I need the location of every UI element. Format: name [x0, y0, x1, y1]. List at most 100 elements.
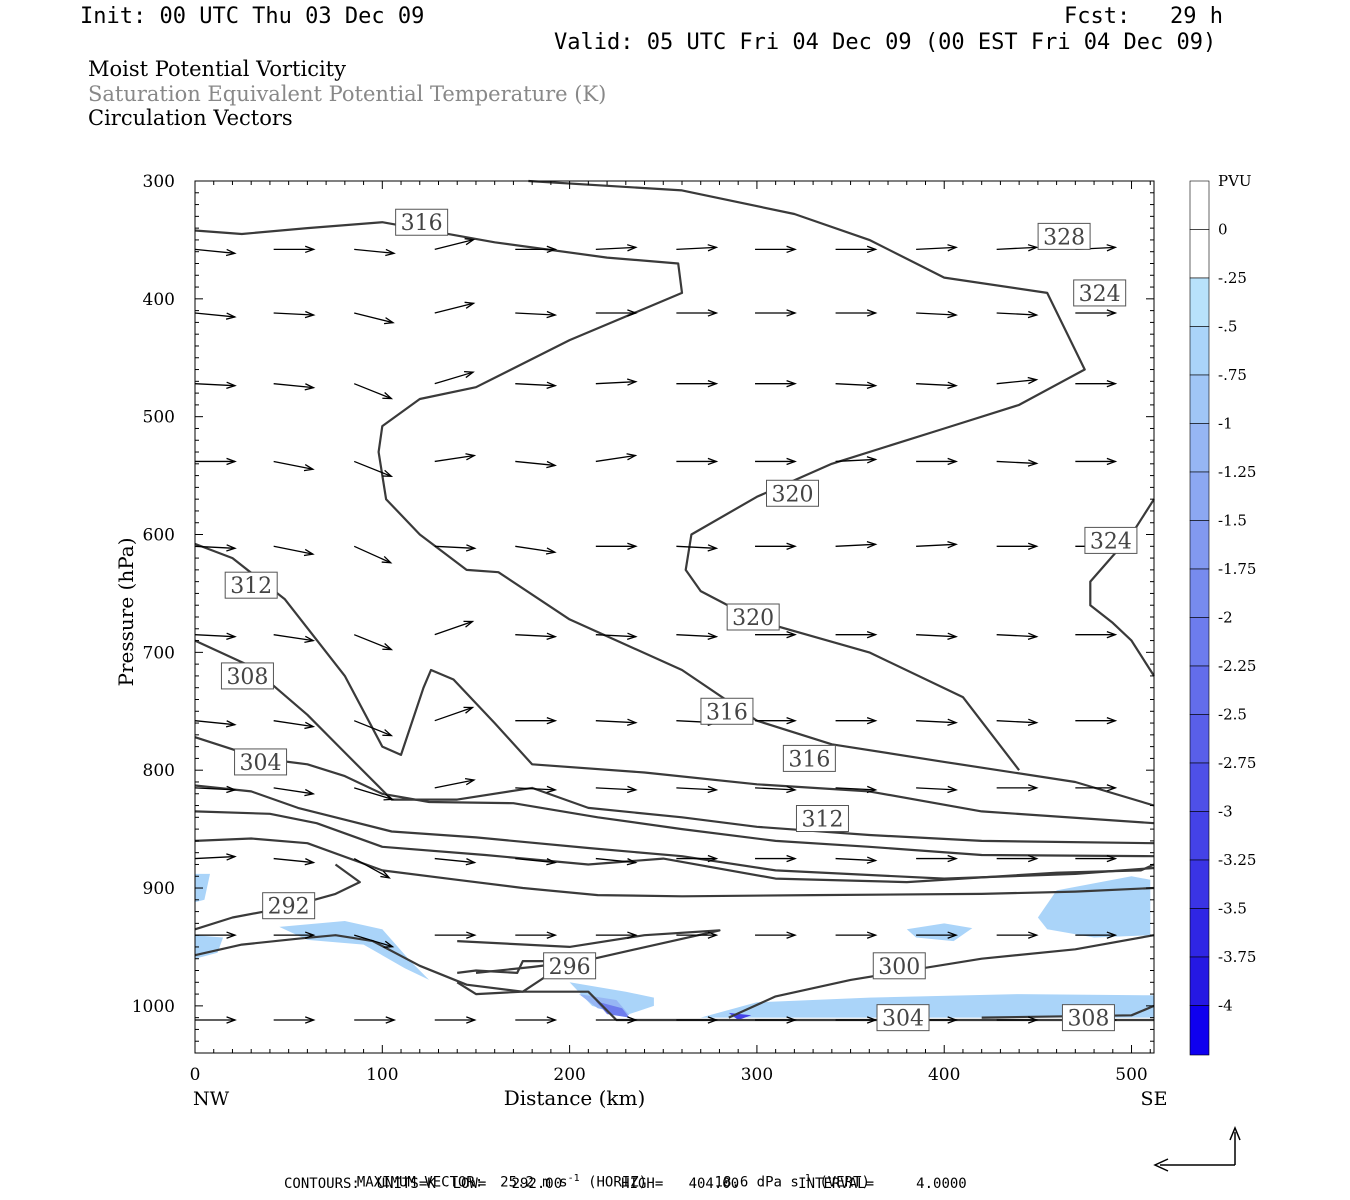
colorbar-level-10: -2.5	[1218, 706, 1247, 724]
vector-6-2	[353, 720, 394, 737]
vector-shaft	[434, 857, 475, 864]
vector-head	[383, 940, 395, 948]
vector-head	[866, 245, 878, 254]
contour-label-15: 304	[876, 1004, 930, 1032]
vector-head	[1027, 854, 1039, 863]
vector-shaft	[273, 720, 314, 728]
vector-shaft	[515, 634, 556, 638]
vector-8-8	[835, 856, 878, 864]
contour-label-box	[395, 208, 449, 236]
x-tick-200: 200	[553, 181, 586, 1085]
vector-shaft	[996, 460, 1037, 465]
vector-6-9	[916, 718, 958, 726]
vector-head	[304, 858, 316, 866]
vector-7-6	[676, 785, 719, 794]
vector-head	[627, 931, 638, 939]
y-tick-700: 700	[143, 643, 1154, 663]
vector-2-2	[353, 383, 394, 400]
max-vector-horiz-exp: -1	[567, 1173, 580, 1184]
vector-shaft	[515, 787, 556, 791]
vector-head	[226, 1016, 237, 1024]
vector-2-5	[595, 378, 638, 386]
vector-head	[304, 310, 316, 319]
colorbar-cell-10	[1189, 665, 1210, 715]
vector-shaft	[353, 634, 392, 651]
y-tick-900: 900	[143, 879, 1154, 899]
vector-0-0	[194, 248, 237, 257]
vector-shaft	[194, 855, 235, 860]
vector-10-1	[273, 1016, 316, 1024]
vector-head	[626, 453, 638, 461]
max-vector-vert: 18.6 dPa s	[714, 1174, 799, 1191]
vector-9-0	[195, 931, 237, 939]
vector-head	[303, 548, 315, 557]
vector-head	[707, 244, 719, 252]
vector-0-10	[996, 244, 1039, 252]
vector-shaft	[354, 312, 394, 324]
vector-shaft	[515, 383, 556, 387]
vector-head	[866, 1016, 878, 1024]
vector-head	[464, 301, 476, 309]
vector-head	[226, 381, 237, 389]
vector-shaft	[916, 312, 957, 316]
x-tick-400: 400	[928, 181, 960, 1085]
y-tick-label: 500	[143, 408, 175, 428]
vector-shaft	[354, 787, 393, 800]
vector-head	[545, 547, 557, 555]
contour-label-box	[876, 1004, 930, 1032]
vector-6-10	[996, 718, 1039, 726]
vector-shaft	[434, 620, 473, 636]
vector-shaft	[194, 720, 235, 726]
contour-label-6: 320	[726, 603, 780, 631]
vector-head	[225, 720, 237, 728]
colorbar-cell-17	[1189, 1005, 1210, 1056]
vector-shaft	[354, 934, 393, 948]
y-tick-label: 1000	[132, 997, 175, 1017]
vector-head	[382, 469, 394, 478]
vector-4-6	[676, 544, 719, 552]
colorbar-level-13: -3.25	[1218, 851, 1256, 869]
vector-head	[546, 460, 557, 469]
vector-0-9	[916, 244, 958, 252]
vector-shaft	[996, 246, 1037, 250]
vector-2-4	[515, 381, 558, 389]
vector-shaft	[273, 460, 314, 470]
colorbar-level-11: -2.75	[1218, 754, 1256, 772]
contour-label-text: 312	[801, 808, 843, 833]
vector-9-2	[354, 934, 395, 948]
vector-head	[1106, 244, 1118, 252]
contour-label-text: 304	[882, 1007, 924, 1032]
contour-info: CONTOURS: UNITS=K LOW= 292.00 HIGH= 404.…	[284, 1176, 967, 1192]
colorbar-cell-1	[1189, 229, 1210, 279]
vector-1-7	[755, 309, 797, 317]
y-tick-label: 600	[143, 526, 175, 546]
vector-head	[947, 931, 959, 939]
vector-0-6	[676, 244, 719, 252]
vector-head	[226, 931, 237, 939]
vector-head	[707, 785, 719, 794]
vector-head	[707, 854, 719, 863]
vector-head	[546, 931, 558, 939]
vector-shaft	[354, 248, 395, 254]
colorbar-level-16: -4	[1218, 997, 1233, 1015]
vector-2-1	[273, 383, 316, 391]
vector-head	[866, 931, 878, 939]
vector-shaft	[916, 246, 957, 250]
vector-6-0	[194, 720, 237, 728]
vector-head	[786, 717, 797, 725]
contour-label-text: 296	[549, 955, 591, 980]
vector-6-1	[273, 720, 316, 730]
vector-4-3	[434, 544, 477, 552]
contour-label-text: 308	[1067, 1007, 1109, 1032]
vector-2-0	[194, 381, 237, 389]
x-tick-label: 300	[741, 1065, 773, 1085]
vector-head	[1106, 931, 1118, 939]
vector-head	[465, 544, 477, 552]
vector-0-1	[273, 245, 316, 254]
vector-head	[786, 309, 797, 317]
x-tick-label: 500	[1115, 1065, 1147, 1085]
vector-shaft	[273, 787, 314, 795]
x-tick-500: 500	[1115, 181, 1148, 1085]
vector-5-9	[916, 632, 958, 640]
